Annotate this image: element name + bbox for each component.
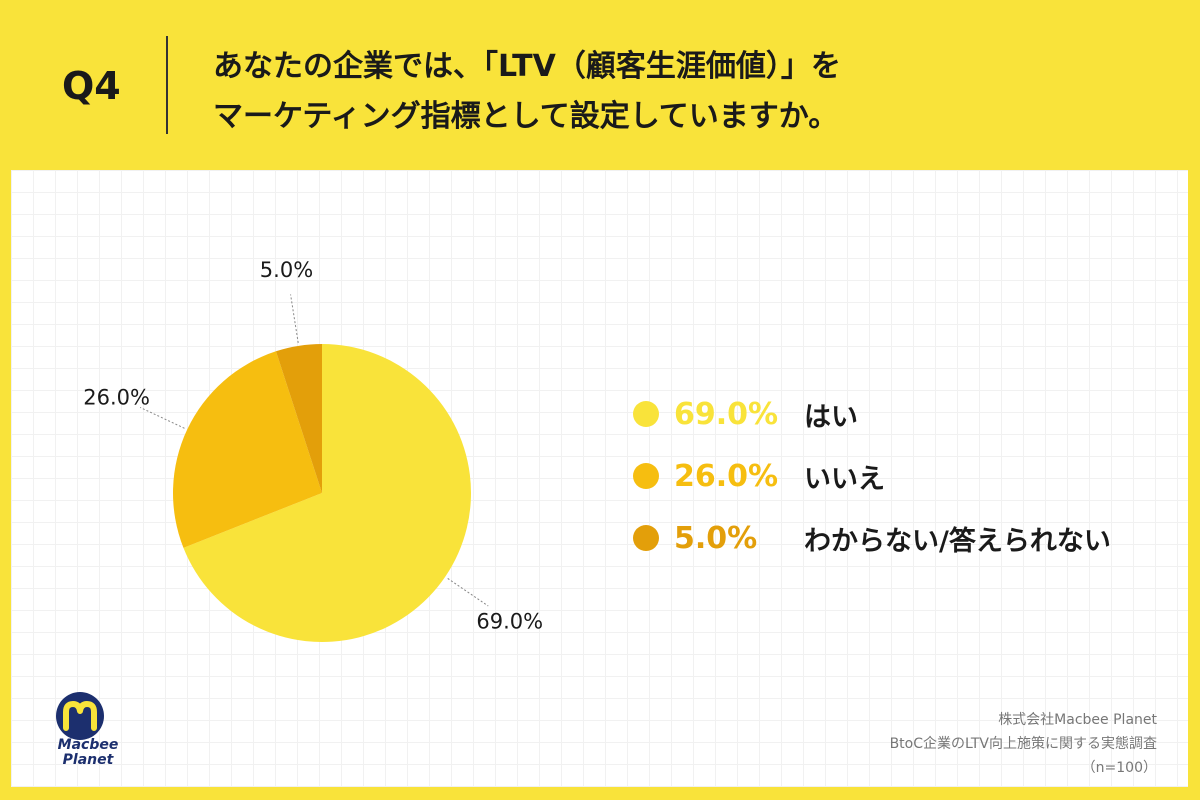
- data-label-yes: 69.0%: [476, 610, 543, 634]
- logo-wordmark: Macbee Planet: [38, 738, 138, 768]
- pie-slice-no: [173, 351, 322, 548]
- legend-swatch-unknown: [633, 525, 659, 551]
- question-title: あなたの企業では、「LTV（顧客生涯価値）」を マーケティング指標として設定して…: [213, 42, 1113, 142]
- legend-item-unknown: 5.0% わからない/答えられない: [633, 518, 1111, 558]
- legend-swatch-no: [633, 463, 659, 489]
- legend-item-no: 26.0% いいえ: [633, 456, 885, 496]
- data-label-unknown: 5.0%: [260, 258, 313, 282]
- source-sample: （n=100）: [1081, 760, 1157, 776]
- legend-swatch-yes: [633, 401, 659, 427]
- pie-slice-yes: [183, 344, 471, 642]
- leader-line-yes: [447, 578, 489, 607]
- source-company: 株式会社Macbee Planet: [998, 712, 1157, 728]
- logo-line-2: Planet: [62, 752, 114, 768]
- pie-slice-unknown: [275, 344, 322, 493]
- legend-label-yes: はい: [804, 401, 858, 433]
- legend-pct-no: 26.0%: [674, 458, 779, 494]
- header: Q4 あなたの企業では、「LTV（顧客生涯価値）」を マーケティング指標として設…: [0, 0, 1200, 170]
- logo-line-1: Macbee: [57, 737, 119, 753]
- chart-card: 69.0% 26.0% 5.0% 69.0% はい 26.0% いいえ 5.0% わ…: [11, 170, 1188, 787]
- legend-pct-yes: 69.0%: [674, 396, 779, 432]
- legend-item-yes: 69.0% はい: [633, 394, 858, 434]
- legend-label-no: いいえ: [804, 463, 885, 495]
- question-line-2: マーケティング指標として設定していますか。: [213, 99, 839, 134]
- pie-chart: 69.0% 26.0% 5.0%: [83, 258, 543, 642]
- header-divider: [166, 36, 168, 134]
- question-number: Q4: [62, 64, 121, 108]
- source-note: 株式会社Macbee Planet BtoC企業のLTV向上施策に関する実態調査…: [890, 708, 1157, 780]
- question-line-1: あなたの企業では、「LTV（顧客生涯価値）」を: [213, 49, 841, 84]
- macbee-planet-logo-icon: [56, 692, 104, 740]
- data-label-no: 26.0%: [83, 385, 150, 409]
- legend-label-unknown: わからない/答えられない: [804, 525, 1111, 557]
- leader-line-unknown: [290, 294, 299, 343]
- legend-pct-unknown: 5.0%: [674, 520, 758, 556]
- source-survey: BtoC企業のLTV向上施策に関する実態調査: [889, 736, 1157, 752]
- leader-line-no: [139, 406, 185, 429]
